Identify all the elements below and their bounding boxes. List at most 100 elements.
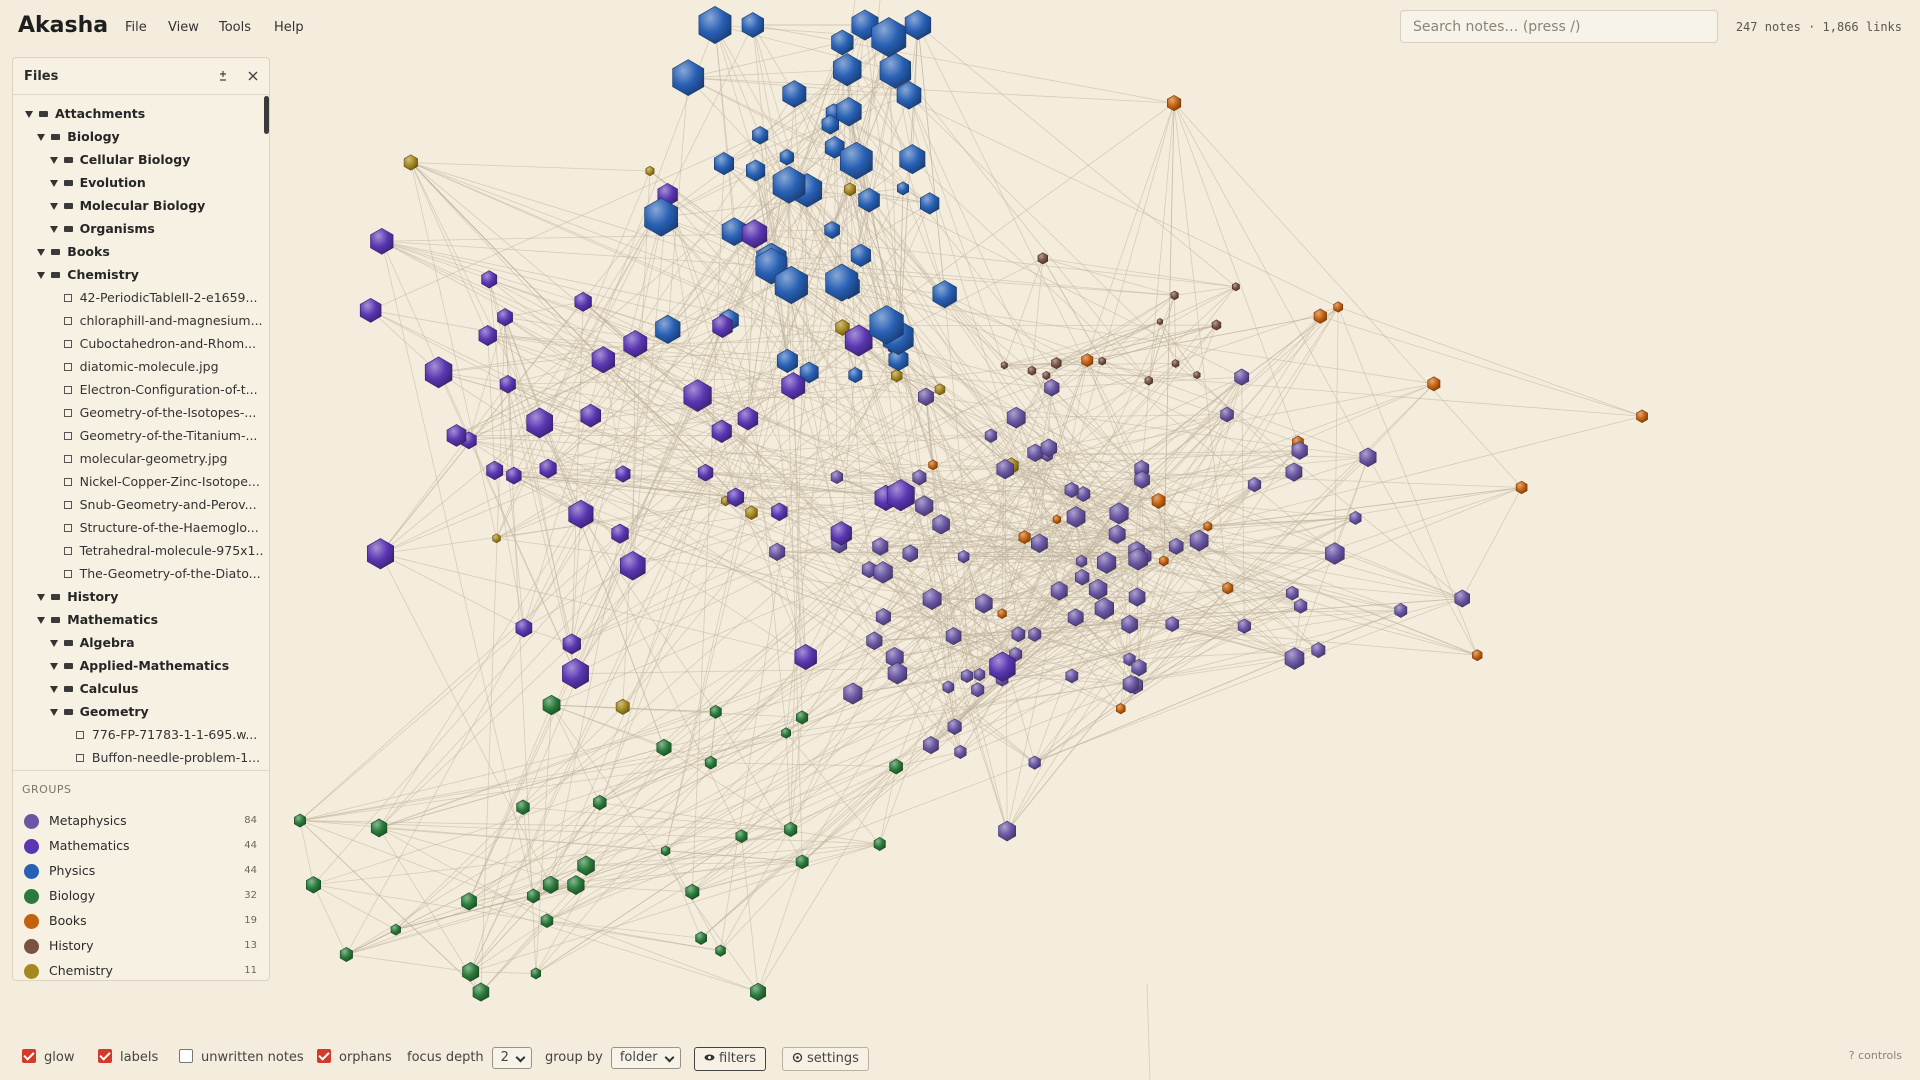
graph-node[interactable] [824,220,840,239]
file-row[interactable]: 42-PeriodicTableII-2-e1659... [13,286,263,309]
graph-node[interactable] [562,633,581,655]
graph-node[interactable] [1000,361,1008,370]
graph-node[interactable] [1075,568,1090,586]
graph-node[interactable] [623,330,648,358]
graph-node[interactable] [1232,282,1240,292]
graph-node[interactable] [917,387,934,406]
graph-node[interactable] [858,187,880,213]
graph-node[interactable] [1064,481,1079,499]
graph-node[interactable] [615,465,631,483]
graph-node[interactable] [1168,537,1184,555]
graph-node[interactable] [660,845,671,857]
file-row[interactable]: molecular-geometry.jpg [13,447,263,470]
graph-node[interactable] [293,813,307,828]
graph-node[interactable] [695,931,708,945]
search-box[interactable]: Search notes… (press /) [1400,10,1718,43]
graph-node[interactable] [1081,353,1094,368]
graph-node[interactable] [1313,308,1327,324]
folder-row[interactable]: Cellular Biology [13,148,263,171]
graph-node[interactable] [1067,608,1084,627]
graph-node[interactable] [645,165,655,177]
graph-node[interactable] [904,9,932,41]
checkbox-control[interactable]: labels [98,1047,158,1069]
graph-node[interactable] [771,502,788,522]
file-row[interactable]: chloraphill-and-magnesium... [13,309,263,332]
graph-node[interactable] [713,152,735,176]
graph-node[interactable] [1193,370,1201,380]
graph-node[interactable] [934,383,946,396]
file-row[interactable]: diatomic-molecule.jpg [13,355,263,378]
graph-node[interactable] [539,458,557,479]
graph-node[interactable] [799,361,819,384]
file-row[interactable]: Snub-Geometry-and-Perov... [13,493,263,516]
graph-node[interactable] [889,758,903,775]
graph-node[interactable] [497,308,513,327]
graph-node[interactable] [998,820,1017,842]
graph-node[interactable] [1325,542,1345,565]
graph-node[interactable] [776,348,798,374]
graph-node[interactable] [844,182,856,197]
graph-node[interactable] [769,542,786,562]
graph-node[interactable] [1291,441,1308,460]
graph-node[interactable] [1006,406,1026,429]
graph-node[interactable] [896,181,910,196]
graph-node[interactable] [615,698,630,715]
graph-node[interactable] [741,219,768,249]
graph-node[interactable] [784,821,798,838]
folder-row[interactable]: History [13,585,263,608]
graph-node[interactable] [947,718,962,735]
graph-node[interactable] [1167,94,1182,112]
graph-node[interactable] [1121,614,1138,634]
graph-node[interactable] [370,227,394,255]
folder-row[interactable]: Geometry [13,700,263,723]
graph-node[interactable] [1076,554,1088,568]
group-row[interactable]: Books 19 [13,909,269,934]
graph-node[interactable] [1088,578,1108,600]
file-row[interactable]: The-Geometry-of-the-Diato... [13,562,263,585]
graph-node[interactable] [781,372,806,400]
menu-item[interactable]: View [168,20,199,35]
checkbox[interactable] [317,1049,331,1063]
file-row[interactable]: Buffon-needle-problem-1... [13,746,263,768]
graph-node[interactable] [1027,365,1037,376]
file-row[interactable]: 776-FP-71783-1-1-695.w... [13,723,263,746]
graph-node[interactable] [709,705,722,719]
graph-node[interactable] [875,608,891,626]
group-row[interactable]: Chemistry 11 [13,959,269,980]
menu-item[interactable]: Tools [219,20,252,35]
graph-node[interactable] [499,374,516,394]
graph-node[interactable] [912,469,927,486]
folder-row[interactable]: Mathematics [13,608,263,631]
graph-node[interactable] [567,875,585,895]
graph-node[interactable] [896,81,922,110]
checkbox[interactable] [179,1049,193,1063]
graph-node[interactable] [656,738,672,757]
graph-node[interactable] [832,53,862,87]
graph-node[interactable] [915,495,934,517]
graph-node[interactable] [830,469,844,485]
graph-node[interactable] [954,744,967,759]
graph-node[interactable] [472,982,490,1002]
graph-node[interactable] [1170,290,1179,301]
graph-node[interactable] [1156,318,1163,326]
file-row[interactable]: Geometry-of-the-Titanium-... [13,424,263,447]
graph-node[interactable] [919,192,940,215]
graph-node[interactable] [1052,514,1062,525]
graph-node[interactable] [403,154,418,171]
graph-node[interactable] [1203,521,1213,532]
file-row[interactable]: Electron-Configuration-of-t... [13,378,263,401]
graph-node[interactable] [942,680,955,694]
graph-node[interactable] [750,982,767,1002]
graph-node[interactable] [1359,447,1377,468]
group-row[interactable]: Physics 44 [13,859,269,884]
graph-node[interactable] [1131,658,1147,677]
graph-node[interactable] [1011,626,1026,643]
graph-node[interactable] [779,149,795,166]
graph-node[interactable] [516,799,530,816]
focus-depth-select[interactable]: 2 [491,1047,532,1069]
graph-node[interactable] [492,533,501,544]
graph-node[interactable] [305,876,322,894]
graph-node[interactable] [945,627,962,646]
graph-node[interactable] [850,243,871,268]
